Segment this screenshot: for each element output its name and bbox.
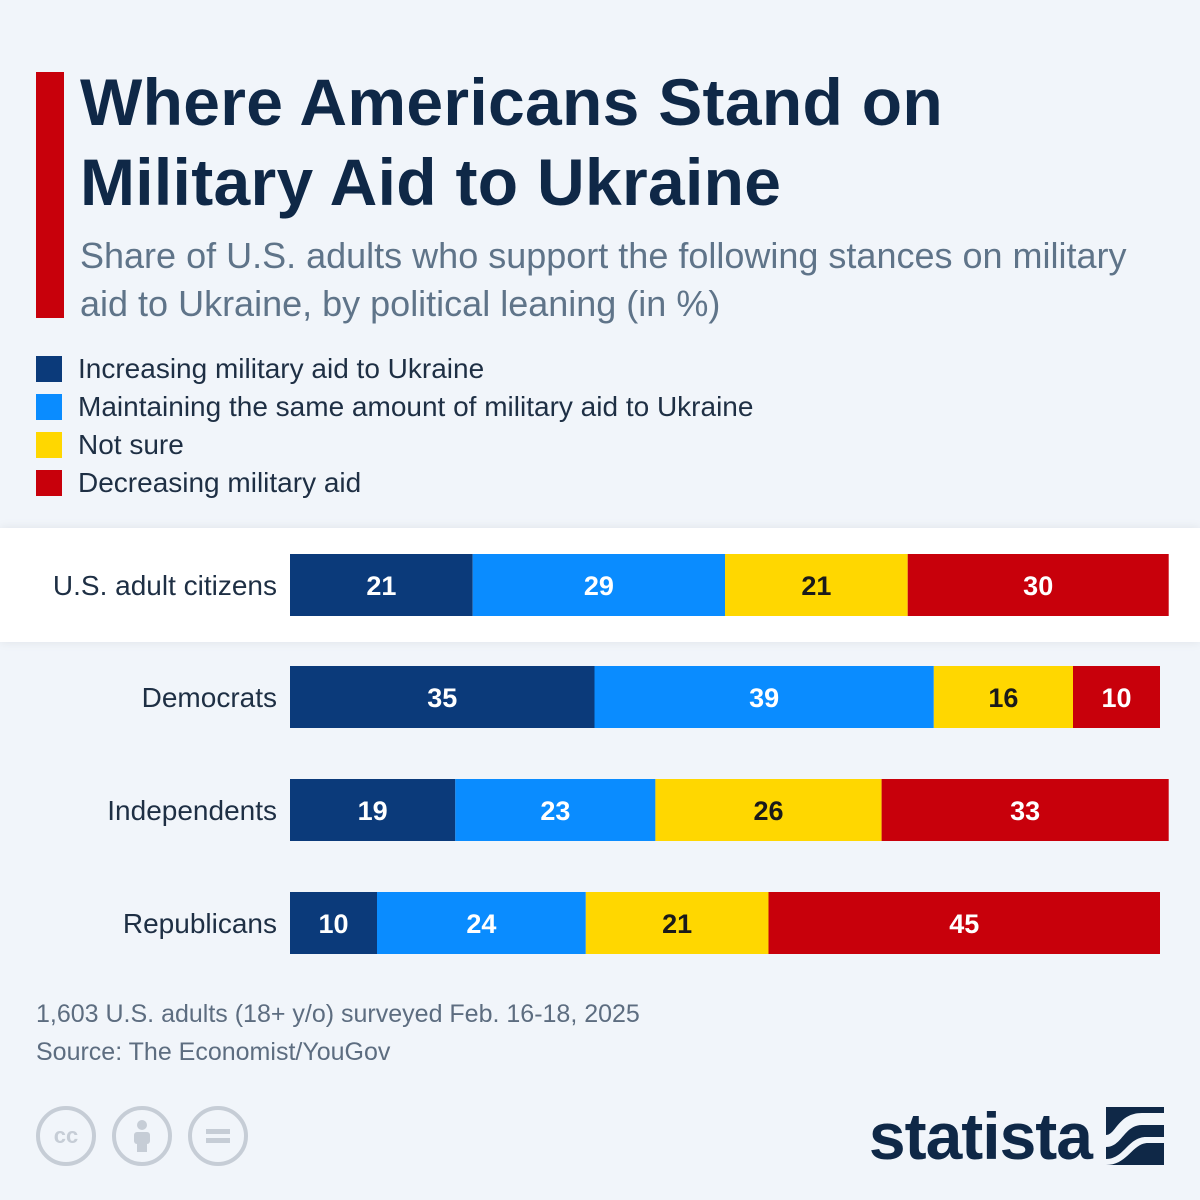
bar-segment-republicans-s2[interactable] bbox=[585, 892, 769, 954]
equals-icon[interactable] bbox=[188, 1106, 248, 1166]
data-label-democrats-s3: 10 bbox=[1101, 683, 1131, 713]
bar-segment-republicans-s3[interactable] bbox=[768, 892, 1161, 954]
data-label-independents-s2: 26 bbox=[753, 796, 783, 826]
legend-swatch-not-sure bbox=[36, 432, 62, 458]
legend-label-increasing: Increasing military aid to Ukraine bbox=[78, 353, 485, 384]
data-label-republicans-s3: 45 bbox=[949, 909, 979, 939]
legend-item-not-sure: Not sure bbox=[36, 426, 753, 464]
data-label-republicans-s0: 10 bbox=[318, 909, 348, 939]
data-label-independents-s3: 33 bbox=[1010, 796, 1040, 826]
legend-label-decreasing: Decreasing military aid bbox=[78, 467, 362, 498]
chart-subtitle: Share of U.S. adults who support the fol… bbox=[80, 235, 1127, 324]
data-label-u-s-adult-citizens-s0: 21 bbox=[366, 571, 396, 601]
legend-item-decreasing: Decreasing military aid bbox=[36, 464, 753, 502]
category-label-independents: Independents bbox=[107, 795, 277, 826]
title-accent-bar bbox=[36, 72, 64, 318]
legend-swatch-decreasing bbox=[36, 470, 62, 496]
bar-segment-democrats-s3[interactable] bbox=[1073, 666, 1160, 728]
data-label-democrats-s0: 35 bbox=[427, 683, 457, 713]
data-label-u-s-adult-citizens-s3: 30 bbox=[1023, 571, 1053, 601]
statista-wordmark: statista bbox=[868, 1099, 1093, 1173]
chart-title: Where Americans Stand on Military Aid to… bbox=[80, 65, 943, 219]
attribution-person-icon[interactable] bbox=[112, 1106, 172, 1166]
cc-icon[interactable]: cc bbox=[36, 1106, 96, 1166]
data-label-independents-s1: 23 bbox=[540, 796, 570, 826]
legend: Increasing military aid to Ukraine Maint… bbox=[36, 350, 753, 502]
statista-logo[interactable]: statista bbox=[869, 1098, 1164, 1174]
bar-segment-independents-s0[interactable] bbox=[290, 779, 456, 841]
person-icon bbox=[134, 1120, 150, 1152]
statista-logo-icon bbox=[1106, 1107, 1164, 1165]
legend-item-maintaining: Maintaining the same amount of military … bbox=[36, 388, 753, 426]
license-icons: cc bbox=[36, 1106, 264, 1166]
data-label-u-s-adult-citizens-s1: 29 bbox=[584, 571, 614, 601]
category-label-democrats: Democrats bbox=[142, 682, 277, 713]
cc-icon-text: cc bbox=[53, 1123, 79, 1148]
bar-segment-u-s-adult-citizens-s2[interactable] bbox=[725, 554, 908, 616]
data-label-democrats-s2: 16 bbox=[988, 683, 1018, 713]
legend-swatch-increasing bbox=[36, 356, 62, 382]
bar-segment-democrats-s1[interactable] bbox=[594, 666, 934, 728]
equals-glyph-icon bbox=[206, 1129, 230, 1143]
legend-item-increasing: Increasing military aid to Ukraine bbox=[36, 350, 753, 388]
data-label-u-s-adult-citizens-s2: 21 bbox=[801, 571, 831, 601]
legend-label-not-sure: Not sure bbox=[78, 429, 184, 460]
bar-segment-independents-s1[interactable] bbox=[455, 779, 656, 841]
bar-segment-democrats-s0[interactable] bbox=[290, 666, 595, 728]
survey-note: 1,603 U.S. adults (18+ y/o) surveyed Feb… bbox=[36, 1000, 640, 1028]
data-label-republicans-s1: 24 bbox=[466, 909, 496, 939]
bar-segment-u-s-adult-citizens-s3[interactable] bbox=[907, 554, 1169, 616]
data-label-democrats-s1: 39 bbox=[749, 683, 779, 713]
bar-segment-democrats-s2[interactable] bbox=[933, 666, 1073, 728]
bar-segment-u-s-adult-citizens-s0[interactable] bbox=[290, 554, 473, 616]
category-label-republicans: Republicans bbox=[123, 908, 277, 939]
bar-segment-republicans-s1[interactable] bbox=[377, 892, 586, 954]
bar-segment-u-s-adult-citizens-s1[interactable] bbox=[472, 554, 725, 616]
bar-segment-independents-s2[interactable] bbox=[655, 779, 882, 841]
source-note: Source: The Economist/YouGov bbox=[36, 1038, 391, 1066]
legend-label-maintaining: Maintaining the same amount of military … bbox=[78, 391, 754, 422]
bar-segment-independents-s3[interactable] bbox=[881, 779, 1169, 841]
category-label-u-s-adult-citizens: U.S. adult citizens bbox=[53, 570, 277, 601]
data-label-independents-s0: 19 bbox=[358, 796, 388, 826]
legend-swatch-maintaining bbox=[36, 394, 62, 420]
data-label-republicans-s2: 21 bbox=[662, 909, 692, 939]
bar-segment-republicans-s0[interactable] bbox=[290, 892, 377, 954]
